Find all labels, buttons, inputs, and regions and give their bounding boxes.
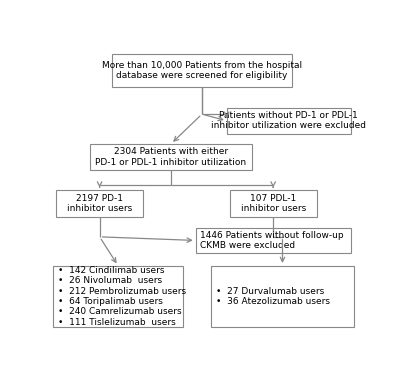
FancyBboxPatch shape <box>227 108 351 134</box>
Text: •  27 Durvalumab users
•  36 Atezolizumab users: • 27 Durvalumab users • 36 Atezolizumab … <box>216 287 330 306</box>
Text: 1446 Patients without follow-up
CKMB were excluded: 1446 Patients without follow-up CKMB wer… <box>200 231 344 250</box>
FancyBboxPatch shape <box>211 266 354 327</box>
Text: Patients without PD-1 or PDL-1
inhibitor utilization were excluded: Patients without PD-1 or PDL-1 inhibitor… <box>211 111 366 130</box>
FancyBboxPatch shape <box>196 228 351 253</box>
FancyBboxPatch shape <box>90 144 252 170</box>
FancyBboxPatch shape <box>230 190 317 216</box>
Text: 2197 PD-1
inhibitor users: 2197 PD-1 inhibitor users <box>67 194 132 213</box>
Text: More than 10,000 Patients from the hospital
database were screened for eligibili: More than 10,000 Patients from the hospi… <box>102 61 302 80</box>
FancyBboxPatch shape <box>53 266 183 327</box>
Text: •  142 Cindilimab users
•  26 Nivolumab  users
•  212 Pembrolizumab users
•  64 : • 142 Cindilimab users • 26 Nivolumab us… <box>58 266 186 327</box>
FancyBboxPatch shape <box>56 190 143 216</box>
Text: 107 PDL-1
inhibitor users: 107 PDL-1 inhibitor users <box>240 194 306 213</box>
Text: 2304 Patients with either
PD-1 or PDL-1 inhibitor utilization: 2304 Patients with either PD-1 or PDL-1 … <box>95 147 246 167</box>
FancyBboxPatch shape <box>112 54 292 87</box>
